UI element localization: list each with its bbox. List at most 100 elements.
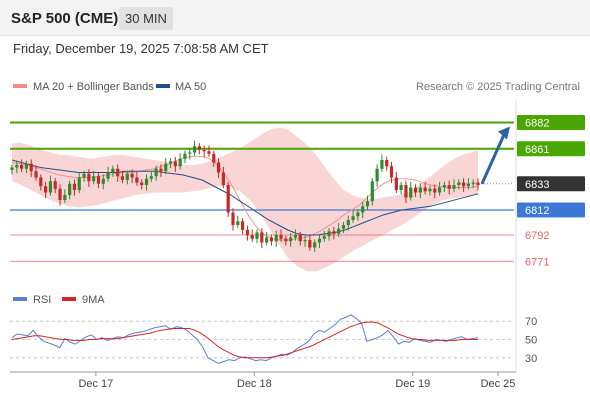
- candle-up: [418, 187, 422, 193]
- candle-down: [284, 238, 288, 242]
- level-label-6771: 6771: [525, 256, 549, 268]
- candle-up: [466, 183, 470, 187]
- candle-down: [423, 187, 427, 192]
- candle-up: [370, 181, 374, 202]
- chart-header: S&P 500 (CME) 30 MIN: [0, 0, 590, 36]
- forecast-arrow-head: [498, 126, 510, 140]
- rsi-tick-50: 50: [525, 335, 537, 347]
- candle-down: [96, 176, 101, 184]
- candle-down: [173, 161, 177, 167]
- candle-up: [24, 163, 29, 169]
- candle-down: [29, 163, 33, 172]
- ma50-line: [11, 159, 479, 236]
- candle-up: [293, 235, 298, 238]
- candle-down: [298, 235, 302, 242]
- price-level-labels: 6882 6861 6833 6812 6792 6771: [517, 115, 585, 268]
- candle-down: [332, 231, 336, 234]
- candle-up: [111, 168, 115, 173]
- candle-up: [149, 176, 153, 179]
- candle-up: [361, 206, 365, 213]
- rsi-line: [11, 314, 479, 364]
- timeframe-button[interactable]: 30 MIN: [119, 7, 173, 30]
- candle-up: [68, 183, 72, 195]
- level-label-6792: 6792: [525, 230, 549, 242]
- candle-down: [221, 172, 225, 185]
- rsi-ma-legend-label: 9MA: [82, 294, 105, 306]
- candle-up: [380, 160, 384, 169]
- candle-down: [140, 182, 144, 185]
- candle-down: [130, 173, 134, 178]
- candle-down: [226, 185, 230, 213]
- level-tag-6861: [517, 141, 585, 157]
- candle-up: [471, 182, 475, 184]
- time-tick-label: Dec 17: [78, 378, 113, 390]
- candle-up: [82, 173, 86, 178]
- candle-up: [437, 187, 442, 193]
- level-label-6882: 6882: [525, 118, 549, 130]
- candle-down: [58, 188, 62, 200]
- candle-up: [365, 201, 370, 207]
- candle-up: [192, 146, 197, 153]
- level-label-6812: 6812: [525, 205, 549, 217]
- candle-down: [250, 235, 254, 239]
- candle-down: [53, 181, 57, 189]
- candle-down: [394, 177, 398, 190]
- candle-up: [255, 232, 259, 239]
- rsi-ma-legend-swatch: [62, 297, 76, 301]
- candle-down: [135, 177, 139, 183]
- candle-up: [356, 212, 360, 217]
- candle-up: [337, 228, 341, 234]
- candle-up: [15, 165, 19, 168]
- candle-down: [476, 182, 480, 185]
- candle-up: [327, 231, 331, 237]
- candle-up: [274, 235, 278, 242]
- candle-up: [442, 185, 446, 188]
- candle-down: [34, 171, 38, 178]
- candle-up: [313, 242, 317, 248]
- candle-up: [178, 158, 182, 167]
- candle-down: [245, 230, 250, 235]
- candle-down: [197, 146, 201, 150]
- rsi-legend: RSI 9MA: [13, 294, 105, 306]
- ma20-legend-label: MA 20 + Bollinger Bands: [33, 81, 154, 93]
- candle-up: [265, 237, 269, 243]
- candle-up: [351, 216, 355, 220]
- candle-down: [87, 173, 91, 182]
- candle-down: [116, 168, 120, 177]
- candle-down: [159, 168, 163, 172]
- candle-down: [207, 151, 211, 154]
- instrument-title: S&P 500 (CME): [11, 10, 119, 27]
- candle-down: [461, 182, 466, 187]
- candle-up: [341, 225, 346, 229]
- candle-up: [164, 163, 168, 172]
- candle-up: [322, 236, 326, 239]
- candle-up: [183, 153, 187, 159]
- candle-down: [20, 165, 24, 169]
- candle-down: [269, 237, 274, 242]
- ma50-legend-label: MA 50: [175, 81, 206, 93]
- price-levels: [10, 121, 514, 262]
- candle-down: [279, 235, 283, 239]
- chart-datetime: Friday, December 19, 2025 7:08:58 AM CET: [13, 41, 269, 56]
- candle-up: [457, 182, 461, 185]
- candle-up: [125, 173, 129, 180]
- candle-down: [44, 186, 48, 193]
- time-tick-label: Dec 25: [481, 378, 516, 390]
- rsi-legend-swatch: [13, 297, 27, 301]
- candle-down: [389, 166, 394, 178]
- candle-down: [433, 188, 437, 193]
- candle-up: [375, 168, 379, 182]
- level-tag-6812: [517, 202, 585, 218]
- rsi-ma-line: [11, 321, 478, 359]
- candle-up: [144, 178, 149, 185]
- candle-down: [240, 221, 245, 230]
- candle-up: [77, 177, 81, 190]
- candle-down: [39, 177, 43, 187]
- candle-down: [413, 187, 418, 193]
- candle-up: [409, 187, 413, 198]
- candle-down: [260, 232, 264, 243]
- candle-down: [72, 183, 77, 190]
- candle-up: [92, 176, 96, 182]
- candle-up: [63, 195, 67, 200]
